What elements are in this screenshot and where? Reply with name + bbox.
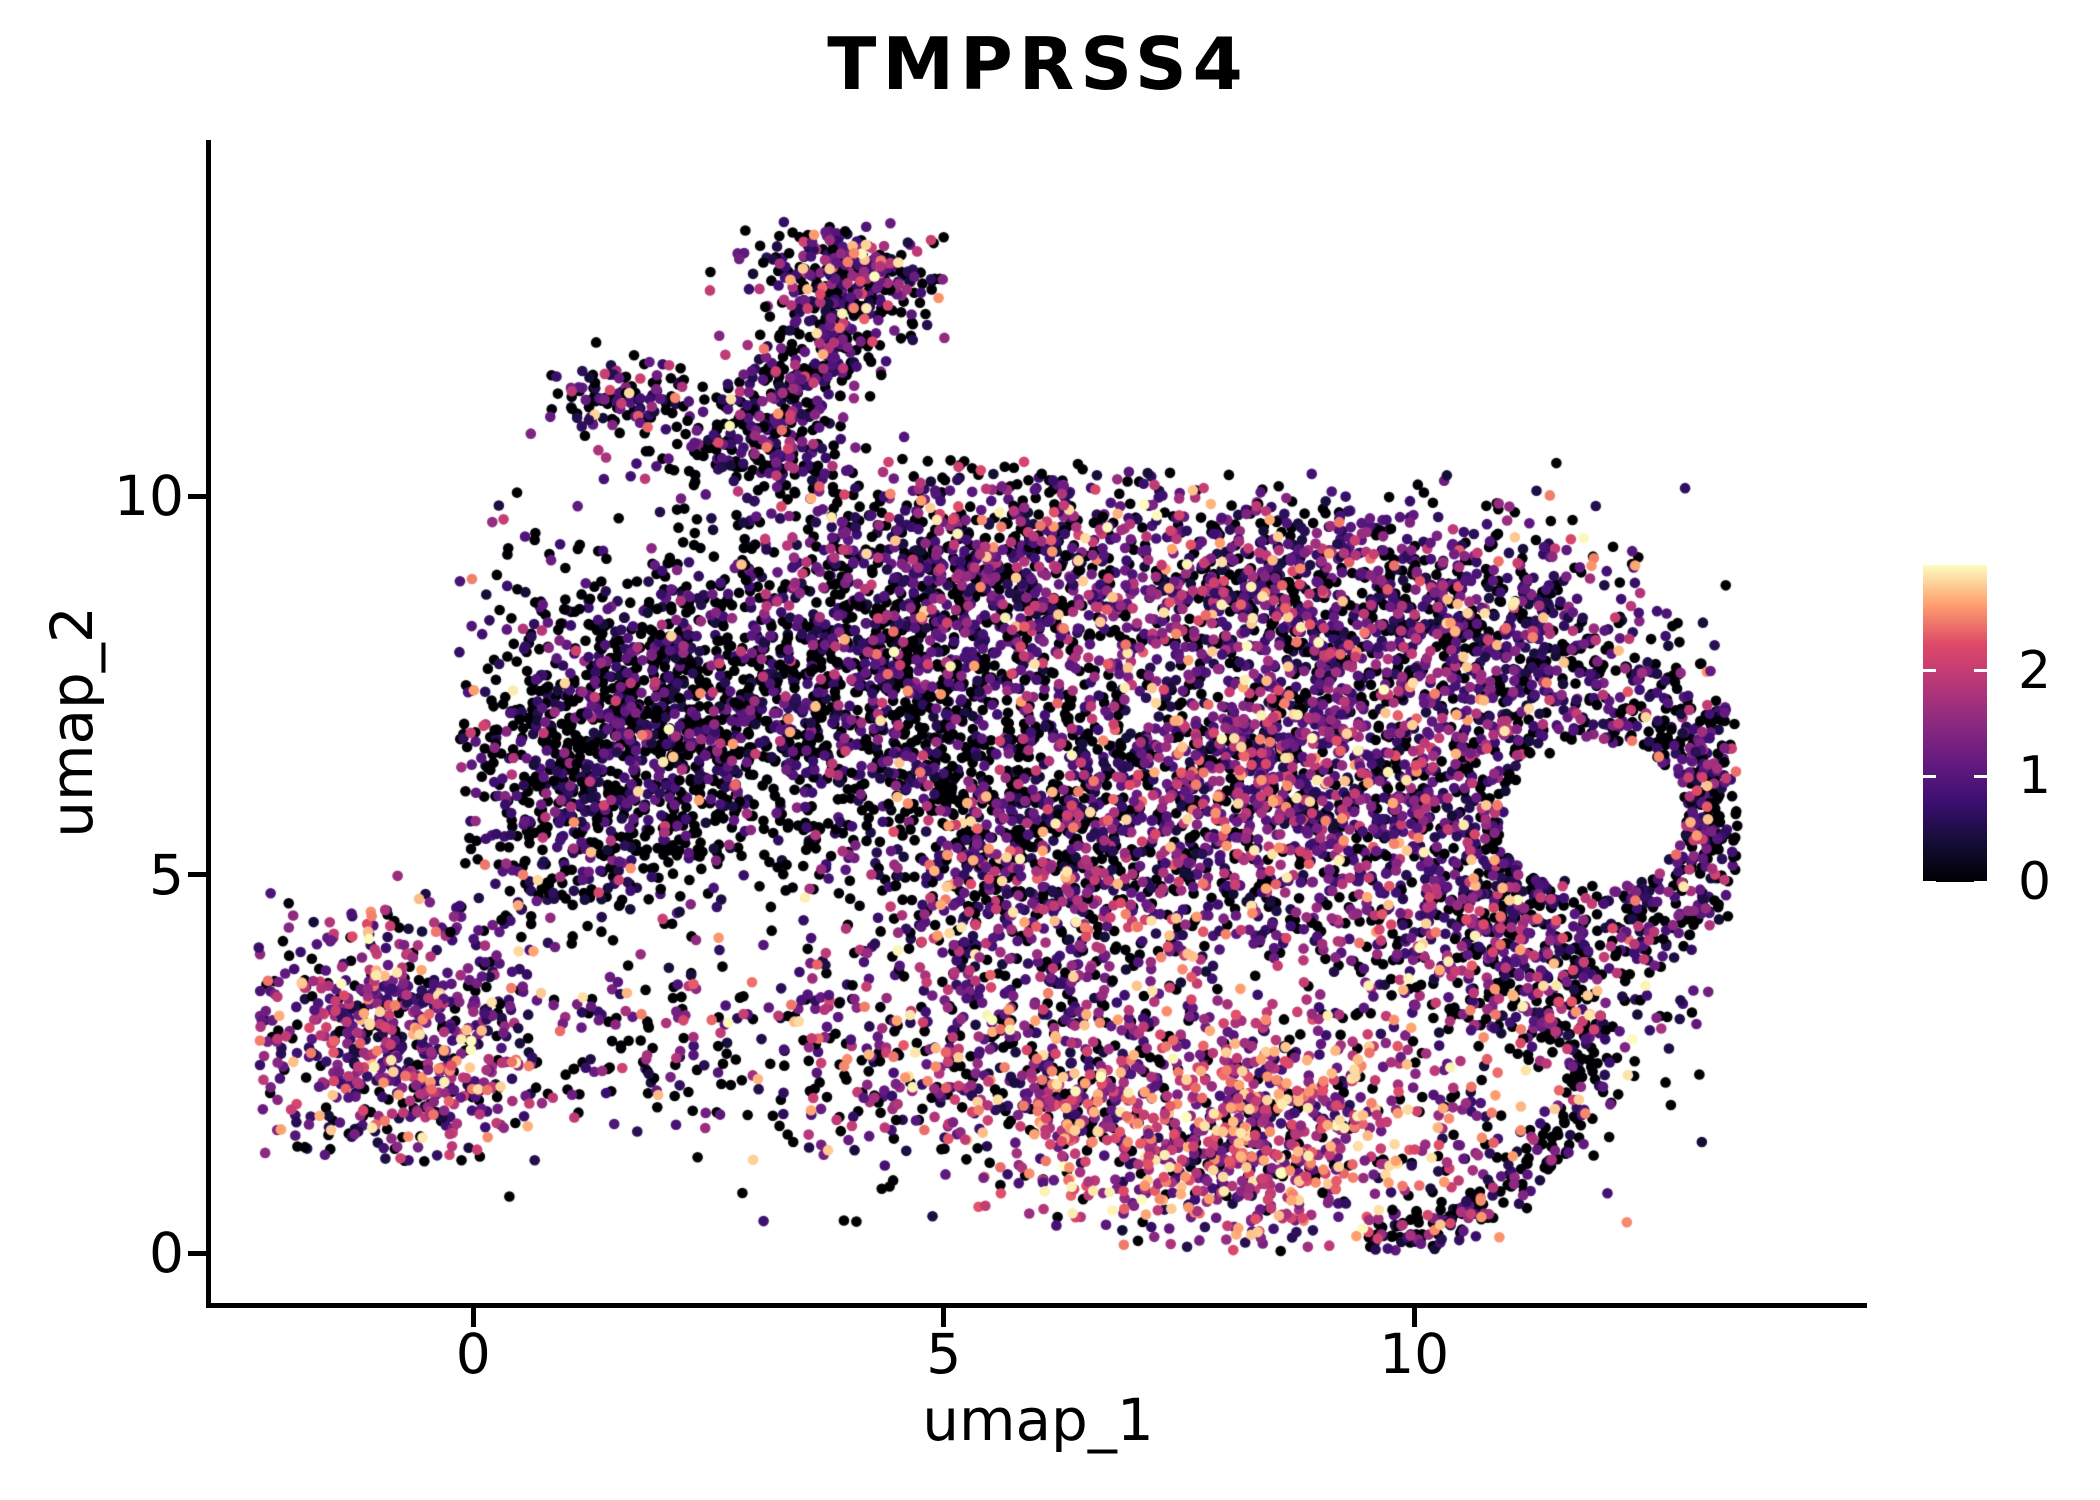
colorbar-tick-label: 1 xyxy=(2018,746,2052,807)
colorbar-tick-right xyxy=(1974,774,1987,778)
x-tick-label: 5 xyxy=(926,1322,962,1386)
y-tick-label: 10 xyxy=(114,464,184,528)
plot-title: TMPRSS4 xyxy=(827,22,1249,106)
x-tick xyxy=(941,1308,947,1327)
colorbar-tick-left xyxy=(1923,669,1936,673)
x-tick xyxy=(470,1308,476,1327)
y-tick xyxy=(188,872,207,877)
colorbar-tick-left xyxy=(1923,774,1936,778)
y-axis-label: umap_2 xyxy=(38,606,106,838)
colorbar-tick-label: 2 xyxy=(2018,640,2052,701)
x-axis-line xyxy=(206,1303,1867,1308)
colorbar-gradient xyxy=(1923,565,1987,882)
y-tick-label: 5 xyxy=(149,842,184,907)
y-tick xyxy=(188,493,207,499)
colorbar-tick-left xyxy=(1923,880,1936,884)
x-axis-label: umap_1 xyxy=(922,1386,1154,1454)
colorbar-tick-label: 0 xyxy=(2018,852,2052,912)
colorbar-tick-right xyxy=(1974,669,1987,673)
y-axis-line xyxy=(206,140,211,1308)
x-tick-label: 0 xyxy=(455,1322,491,1386)
y-tick xyxy=(188,1250,207,1256)
x-tick-label: 10 xyxy=(1379,1322,1450,1386)
colorbar-tick-right xyxy=(1974,880,1987,884)
x-tick xyxy=(1411,1308,1417,1327)
y-tick-label: 0 xyxy=(149,1221,184,1285)
